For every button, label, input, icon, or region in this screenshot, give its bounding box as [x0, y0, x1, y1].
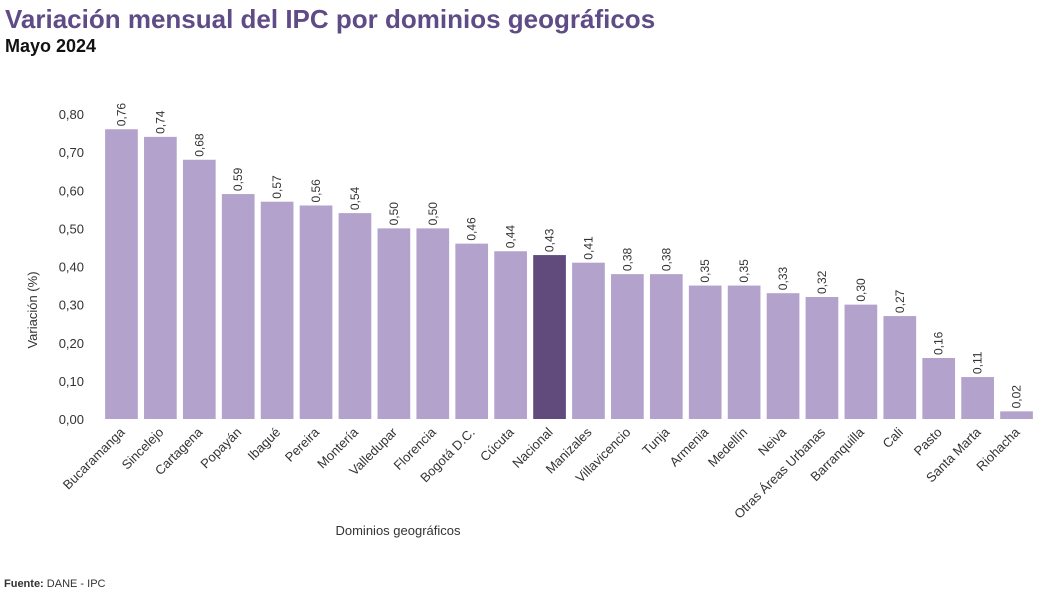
source-note: Fuente: DANE - IPC [4, 578, 105, 590]
bar [611, 274, 644, 419]
bar [455, 243, 489, 419]
bar-value-label: 0,46 [465, 217, 479, 241]
bar [182, 159, 216, 419]
bar [961, 377, 994, 419]
bars [105, 129, 1033, 419]
bar [883, 316, 917, 419]
bar-value-label: 0,16 [932, 331, 946, 355]
bar [377, 228, 411, 419]
bar [221, 194, 255, 419]
bar [805, 297, 839, 419]
bar [144, 136, 177, 419]
x-axis-title: Dominios geográficos [335, 523, 461, 538]
bar-value-label: 0,50 [387, 202, 401, 226]
bar [105, 129, 138, 419]
bar-value-label: 0,27 [893, 289, 907, 313]
x-tick-label: Popayán [197, 425, 244, 472]
bar-value-label: 0,74 [153, 110, 167, 134]
y-tick-label: 0,20 [59, 336, 84, 351]
bar-value-label: 0,02 [1010, 385, 1024, 409]
bar-value-label: 0,54 [348, 186, 362, 210]
bar [533, 255, 566, 419]
bar-value-label: 0,35 [737, 259, 751, 283]
bar-value-label: 0,38 [659, 247, 673, 271]
bar-value-label: 0,11 [971, 351, 985, 374]
bar-value-label: 0,41 [581, 236, 595, 260]
bar-value-label: 0,57 [270, 175, 284, 199]
y-tick-label: 0,30 [59, 298, 84, 313]
x-tick-label: Ibagué [245, 425, 284, 464]
y-tick-label: 0,60 [59, 183, 84, 198]
y-axis-ticks: 0,00 0,10 0,20 0,30 0,40 0,50 0,60 0,70 0,80 [59, 107, 84, 427]
x-tick-label: Riohacha [973, 424, 1023, 474]
bar-value-label: 0,35 [698, 259, 712, 283]
bar-value-label: 0,56 [309, 179, 323, 203]
value-labels: 0,76 0,74 0,68 0,59 0,57 0,56 0,54 0,50 0,50 0,46… [114, 103, 1023, 409]
bar [572, 262, 605, 419]
bar-value-label: 0,43 [543, 228, 557, 252]
y-tick-label: 0,00 [59, 412, 84, 427]
y-tick-label: 0,10 [59, 374, 84, 389]
bar [260, 201, 294, 419]
y-tick-label: 0,40 [59, 260, 84, 275]
bar-value-label: 0,50 [426, 202, 440, 226]
bar-value-label: 0,59 [231, 167, 245, 191]
bar [727, 285, 761, 419]
x-tick-label: Neiva [755, 424, 790, 459]
bar-value-label: 0,32 [815, 270, 829, 294]
source-label: Fuente: [4, 578, 44, 590]
bar [416, 228, 450, 419]
bar [766, 293, 800, 419]
chart-title: Variación mensual del IPC por dominios g… [5, 4, 656, 34]
bar [688, 285, 722, 419]
x-tick-label: Armenia [666, 424, 711, 469]
bar [299, 205, 333, 419]
chart-subtitle: Mayo 2024 [5, 36, 97, 56]
x-tick-label: Pasto [911, 425, 945, 459]
x-tick-label: Medellín [705, 425, 750, 470]
bar-value-label: 0,30 [854, 278, 868, 302]
y-axis-title: Variación (%) [25, 271, 40, 348]
bar [1000, 411, 1033, 419]
bar-value-label: 0,38 [620, 247, 634, 271]
bar [844, 304, 878, 419]
y-tick-label: 0,50 [59, 221, 84, 236]
bar-value-label: 0,68 [192, 133, 206, 157]
x-tick-label: Cali [879, 424, 906, 451]
y-tick-label: 0,70 [59, 145, 84, 160]
bar-value-label: 0,44 [504, 225, 518, 249]
bar [649, 274, 683, 419]
x-tick-label: Bucaramanga [60, 424, 128, 492]
bar [494, 251, 527, 419]
y-tick-label: 0,80 [59, 107, 84, 122]
source-text: DANE - IPC [46, 578, 106, 590]
bar [338, 213, 372, 419]
bar-value-label: 0,76 [114, 103, 128, 127]
bar [922, 358, 956, 419]
x-tick-label: Tunja [639, 424, 673, 458]
bar-value-label: 0,33 [776, 267, 790, 291]
